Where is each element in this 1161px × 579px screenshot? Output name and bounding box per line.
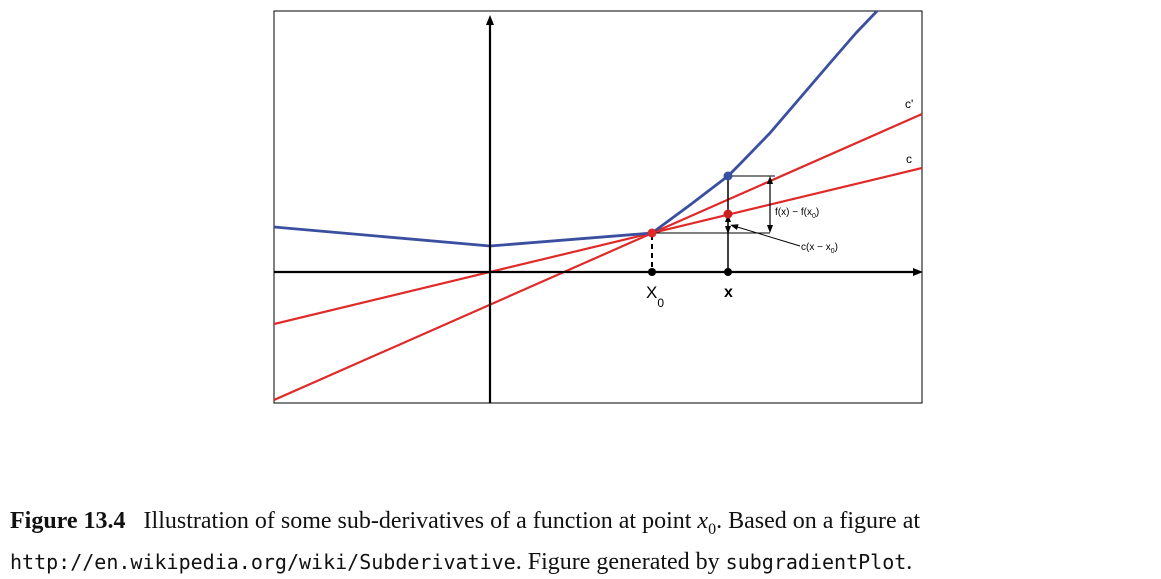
caption-text-2: . Based on a figure at	[716, 508, 921, 534]
subgradient-line-c	[274, 166, 922, 326]
caption-text-3: . Figure generated by	[515, 548, 726, 575]
caption-math: x0	[697, 508, 717, 538]
caption-text-1: Illustration of some sub-derivatives of …	[143, 508, 698, 534]
figure-caption: Figure 13.4 Illustration of some sub-deri…	[10, 505, 1160, 579]
fx-diff-label: f(x) − f(x0)	[775, 207, 819, 220]
x0-axis-point	[648, 268, 656, 276]
x0-function-point	[647, 228, 657, 238]
x-tick-label: x	[724, 284, 733, 301]
caption-code: subgradientPlot	[725, 549, 907, 574]
tangent-point	[723, 209, 733, 219]
x-axis-point	[724, 268, 732, 276]
caption-text-4: .	[906, 548, 913, 575]
c-prime-label: c'	[905, 97, 913, 111]
caption-url[interactable]: http://en.wikipedia.org/wiki/Subderivati…	[10, 549, 516, 574]
cx-label: c(x − x0)	[801, 242, 838, 255]
cx-label-pointer	[730, 224, 801, 247]
subderivative-figure: X0 x c' c f(x) − f(x0) c(x − x0)	[273, 10, 923, 404]
function-curve	[274, 11, 879, 248]
fx-point	[723, 171, 733, 181]
plot-frame	[273, 10, 923, 404]
x0-tick-label: X0	[646, 283, 664, 310]
c-label: c	[906, 152, 912, 166]
subgradient-line-c-prime	[274, 112, 922, 402]
figure-number: Figure 13.4	[10, 508, 126, 534]
